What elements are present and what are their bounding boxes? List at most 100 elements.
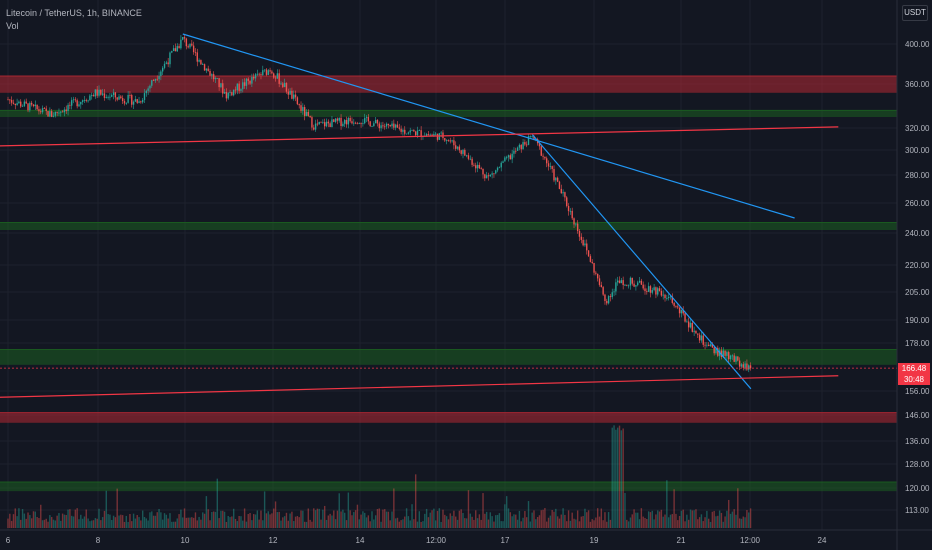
volume-bar	[196, 520, 198, 528]
volume-indicator-label[interactable]: Vol	[6, 21, 19, 31]
candle-body	[85, 100, 87, 101]
time-axis[interactable]: 6 8 10 12 14 12:00 17 19 21 12:00 24	[6, 536, 827, 545]
support-trendline[interactable]	[0, 126, 839, 147]
candle-body	[602, 287, 604, 295]
volume-bar	[462, 512, 464, 528]
candle-body	[191, 43, 193, 46]
volume-bar	[169, 513, 171, 528]
volume-bar	[682, 509, 684, 528]
candle-body	[30, 102, 33, 105]
candle-body	[240, 89, 242, 91]
volume-bar	[307, 508, 309, 528]
volume-bar	[240, 516, 242, 528]
volume-bar	[103, 510, 106, 528]
candle-body	[18, 101, 20, 104]
candle-body	[340, 117, 342, 126]
candle-body	[207, 68, 209, 71]
candle-body	[145, 90, 148, 94]
candle-body	[391, 123, 393, 127]
volume-bar	[194, 512, 197, 528]
candle-body	[695, 330, 697, 334]
volume-bar	[465, 518, 468, 528]
volume-bar	[34, 511, 36, 528]
candle-body	[16, 103, 18, 106]
candle-body	[678, 307, 681, 314]
volume-bar	[207, 509, 209, 528]
volume-bar	[708, 518, 710, 528]
candle-body	[516, 147, 519, 151]
candle-body	[349, 117, 351, 122]
candle-body	[496, 167, 499, 171]
candle-body	[314, 123, 317, 130]
volume-bar	[649, 512, 652, 528]
candle-body	[578, 230, 581, 237]
volume-bar	[367, 515, 370, 528]
candle-body	[611, 292, 613, 298]
price-tick-label: 360.00	[905, 80, 930, 89]
volume-bar	[254, 514, 257, 528]
candle-body	[313, 127, 315, 130]
volume-bar	[394, 518, 397, 528]
candle-body	[72, 99, 75, 101]
candle-body	[243, 82, 246, 86]
candle-body	[334, 118, 337, 122]
volume-bar	[200, 519, 202, 528]
trendlines[interactable]	[0, 33, 897, 398]
volume-bar	[189, 517, 191, 528]
candle-body	[218, 78, 220, 88]
candle-body	[63, 109, 66, 113]
candle-body	[451, 140, 453, 142]
descending-trendline[interactable]	[182, 33, 795, 219]
support-trendline[interactable]	[0, 375, 839, 398]
candle-body	[671, 296, 673, 303]
candle-body	[604, 294, 606, 301]
candle-body	[96, 89, 98, 96]
volume-bar	[365, 517, 368, 528]
volume-bar	[505, 496, 508, 528]
candle-body	[258, 73, 260, 75]
volume-bar	[566, 521, 568, 528]
candle-body	[607, 296, 610, 304]
volume-bar	[598, 516, 601, 528]
volume-bar	[737, 488, 739, 528]
volume-bar	[38, 518, 40, 528]
volume-bar	[262, 520, 264, 528]
candle-body	[686, 321, 688, 323]
candle-body	[61, 111, 64, 113]
volume-bar	[305, 521, 308, 528]
candle-body	[409, 130, 411, 133]
volume-bar	[14, 508, 16, 528]
candle-body	[50, 111, 53, 117]
volume-bar	[109, 514, 111, 528]
candle-body	[540, 146, 542, 156]
currency-unit-button[interactable]: USDT	[902, 5, 928, 21]
volume-bar	[374, 515, 377, 528]
symbol-title[interactable]: Litecoin / TetherUS, 1h, BINANCE	[6, 8, 142, 18]
candle-body	[171, 51, 173, 53]
volume-bar	[584, 508, 586, 528]
candle-body	[580, 236, 582, 240]
volume-bar	[251, 520, 253, 528]
volume-bar	[385, 511, 388, 528]
volume-bar	[32, 511, 35, 528]
volume-bar	[203, 513, 206, 528]
descending-trendline[interactable]	[531, 134, 752, 390]
candle-body	[402, 129, 404, 132]
volume-bar	[455, 516, 457, 528]
volume-bar	[162, 519, 164, 528]
volume-bar	[424, 513, 426, 528]
volume-bar	[167, 518, 169, 528]
candle-body	[487, 175, 490, 177]
volume-bar	[325, 519, 328, 528]
candle-body	[677, 306, 679, 308]
candle-body	[724, 350, 726, 356]
candle-body	[203, 64, 206, 71]
volume-bar	[680, 510, 683, 528]
volume-bar	[476, 518, 479, 528]
candle-body	[121, 98, 124, 102]
price-tick-label: 113.00	[905, 506, 929, 515]
price-axis[interactable]: 400.00 360.00 320.00 300.00 280.00 260.00 240.…	[905, 40, 930, 515]
volume-bar	[89, 521, 91, 528]
volume-bar	[529, 521, 532, 528]
